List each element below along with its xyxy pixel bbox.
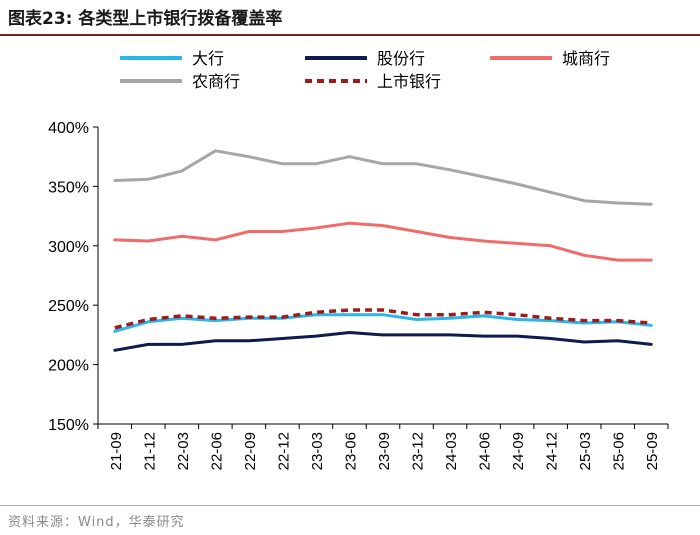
y-tick-label: 300% <box>48 239 89 256</box>
legend-label: 城商行 <box>562 49 610 68</box>
series-line-5 <box>114 308 652 330</box>
footer-divider <box>0 505 700 506</box>
x-tick-label: 21-12 <box>141 432 158 470</box>
x-tick-label: 23-06 <box>342 432 359 470</box>
y-tick-label: 400% <box>48 120 89 137</box>
x-tick-label: 22-06 <box>208 432 225 470</box>
legend-label: 上市银行 <box>377 72 441 91</box>
x-tick-label: 22-12 <box>275 432 292 470</box>
x-tick-label: 24-12 <box>544 432 561 470</box>
series-line-2 <box>113 331 653 352</box>
series-line-4 <box>113 149 653 206</box>
x-tick-label: 25-06 <box>611 432 628 470</box>
y-tick-label: 200% <box>48 358 89 375</box>
x-tick-label: 25-03 <box>577 432 594 470</box>
series-lines <box>113 149 653 352</box>
x-tick-label: 23-03 <box>309 432 326 470</box>
source-note: 资料来源：Wind，华泰研究 <box>8 515 185 530</box>
x-tick-label: 23-12 <box>410 432 427 470</box>
x-tick-label: 22-03 <box>175 432 192 470</box>
x-tick-label: 24-06 <box>477 432 494 470</box>
x-tick-label: 21-09 <box>108 432 125 470</box>
title-divider <box>0 34 700 36</box>
figure-title: 图表23: 各类型上市银行拨备覆盖率 <box>8 9 283 29</box>
legend-label: 大行 <box>192 49 224 68</box>
x-tick-label: 24-03 <box>443 432 460 470</box>
x-tick-label: 24-09 <box>510 432 527 470</box>
legend-label: 农商行 <box>192 72 240 91</box>
y-tick-label: 350% <box>48 179 89 196</box>
x-tick-label: 25-09 <box>644 432 661 470</box>
legend-label: 股份行 <box>377 49 425 68</box>
axes: 150% 200% 250% 300% 350% 400% 21-09 21-12 22-03 2… <box>48 120 669 470</box>
y-tick-label: 250% <box>48 298 89 315</box>
x-tick-label: 22-09 <box>242 432 259 470</box>
x-tick-label: 23-09 <box>376 432 393 470</box>
series-line-1 <box>113 313 653 333</box>
series-line-3 <box>113 221 653 262</box>
y-tick-label: 150% <box>48 417 89 434</box>
